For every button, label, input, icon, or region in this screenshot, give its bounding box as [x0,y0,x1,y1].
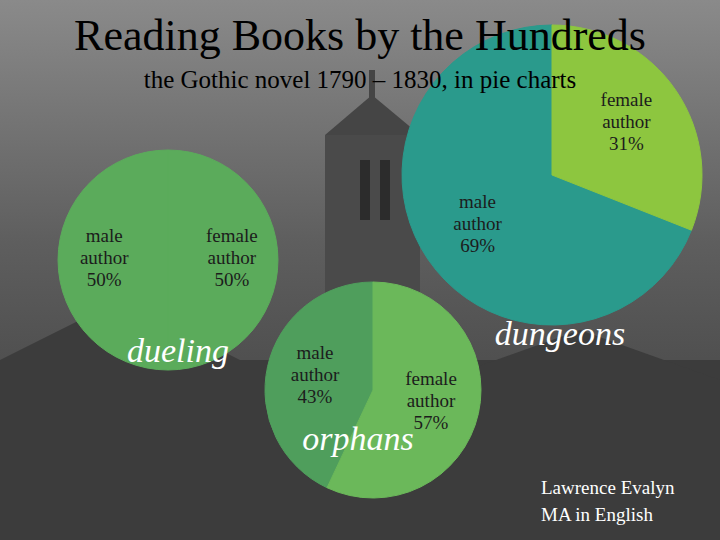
svg-text:maleauthor50%: maleauthor50% [80,225,129,290]
svg-text:femaleauthor31%: femaleauthor31% [601,90,653,155]
svg-text:orphans: orphans [302,420,413,457]
svg-text:Reading Books by the Hundreds: Reading Books by the Hundreds [74,11,646,60]
svg-text:maleauthor69%: maleauthor69% [453,191,502,256]
svg-text:maleauthor43%: maleauthor43% [291,342,340,407]
svg-text:dungeons: dungeons [495,315,625,352]
svg-text:femaleauthor50%: femaleauthor50% [206,225,258,290]
svg-text:Lawrence Evalyn: Lawrence Evalyn [541,477,675,498]
svg-text:MA in English: MA in English [541,504,653,525]
svg-text:the Gothic novel 1790 – 1830,: the Gothic novel 1790 – 1830, in pie cha… [144,66,577,93]
svg-text:femaleauthor57%: femaleauthor57% [405,368,457,433]
svg-text:dueling: dueling [127,332,229,369]
